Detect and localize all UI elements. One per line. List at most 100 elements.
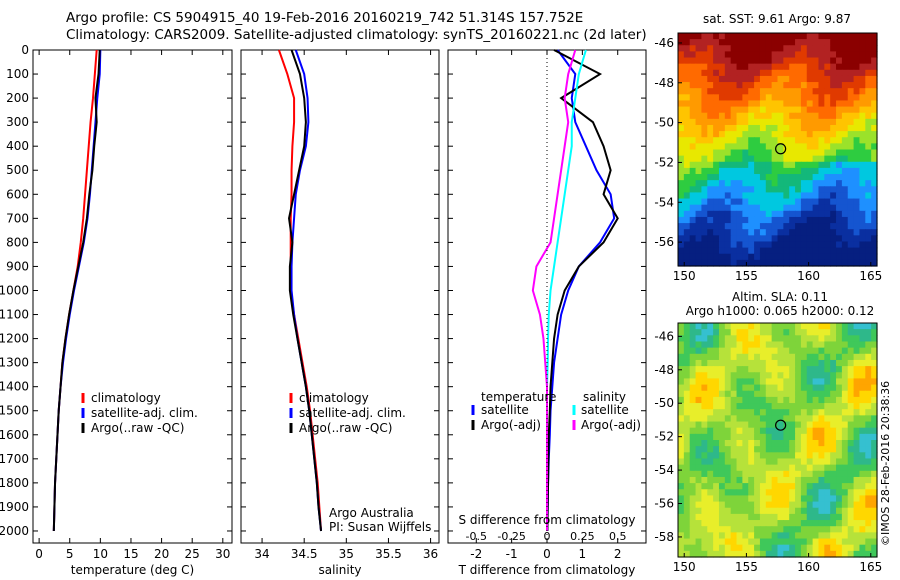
temperature-xtick-label: 15 xyxy=(123,547,138,561)
sst-map-ytick-label: -54 xyxy=(654,195,674,209)
difference-series-satellite xyxy=(546,49,616,531)
difference-xtick-label: -2 xyxy=(470,547,482,561)
sst-map-argo-marker xyxy=(775,143,787,155)
sla-map-frame xyxy=(677,322,878,558)
difference-series-satellite xyxy=(546,49,587,531)
difference-xtick-label: 1 xyxy=(579,547,587,561)
sla-map-ytick-label: -54 xyxy=(654,463,674,477)
diff-xtick-s-label: 0.5 xyxy=(609,530,627,543)
temperature-xlabel: temperature (deg C) xyxy=(71,563,194,577)
depth-tick-label: 600 xyxy=(6,187,29,201)
difference-series-argoadj xyxy=(546,49,619,531)
depth-tick-label: 500 xyxy=(6,163,29,177)
temperature-xtick-label: 25 xyxy=(185,547,200,561)
sla-map-ytick-label: -56 xyxy=(654,497,674,511)
depth-tick-label: 1300 xyxy=(0,356,29,370)
header-line-1: Argo profile: CS 5904915_40 19-Feb-2016 … xyxy=(66,10,584,26)
depth-tick-label: 700 xyxy=(6,211,29,225)
sst-map-ytick-label: -50 xyxy=(654,116,674,130)
temperature-series-climatology xyxy=(52,49,98,532)
legend-temperature-title: temperature xyxy=(481,390,556,404)
sst-map-xtick-label: 165 xyxy=(859,269,882,283)
annotation-pi: PI: Susan Wijffels xyxy=(329,520,431,534)
salinity-xtick-label: 35 xyxy=(339,547,354,561)
sst-map-xtick-label: 155 xyxy=(735,269,758,283)
temperature-legend-label: satellite-adj. clim. xyxy=(91,406,198,420)
salinity-series-argorawqc xyxy=(288,49,323,532)
depth-tick-label: 1000 xyxy=(0,283,29,297)
temperature-xtick-label: 5 xyxy=(66,547,74,561)
temperature-legend-label: climatology xyxy=(91,391,161,405)
depth-tick-label: 900 xyxy=(6,259,29,273)
legend-s-label: satellite xyxy=(581,403,629,417)
sst-map-ytick-label: -56 xyxy=(654,235,674,249)
difference-xtick-label: 2 xyxy=(614,547,622,561)
sla-map-argo-marker xyxy=(775,419,787,431)
depth-tick-label: 100 xyxy=(6,67,29,81)
salinity-xtick-label: 34.5 xyxy=(291,547,318,561)
salinity-legend-label: climatology xyxy=(299,391,369,405)
depth-tick-label: 1600 xyxy=(0,428,29,442)
sla-map-xtick-label: 160 xyxy=(797,560,820,574)
salinity-xtick-label: 35.5 xyxy=(375,547,402,561)
temperature-series-argorawqc xyxy=(52,49,101,532)
temperature-xtick-label: 10 xyxy=(93,547,108,561)
depth-tick-label: 1900 xyxy=(0,500,29,514)
temperature-xtick-label: 0 xyxy=(35,547,43,561)
sst-map-ytick-label: -46 xyxy=(654,36,674,50)
temperature-frame xyxy=(32,49,233,544)
sla-map-xtick-label: 150 xyxy=(673,560,696,574)
difference-xlabel: T difference from climatology xyxy=(458,563,636,577)
sst-map xyxy=(678,33,878,267)
diff-xlabel-top: S difference from climatology xyxy=(459,513,636,527)
depth-tick-label: 1200 xyxy=(0,332,29,346)
legend-s-label: Argo(-adj) xyxy=(581,418,641,432)
sla-map-subtitle: Argo h1000: 0.065 h2000: 0.12 xyxy=(686,304,875,318)
sst-map-title: sat. SST: 9.61 Argo: 9.87 xyxy=(703,12,851,26)
header-line-2: Climatology: CARS2009. Satellite-adjuste… xyxy=(66,27,647,43)
sla-map-xtick-label: 165 xyxy=(859,560,882,574)
salinity-legend-label: Argo(..raw -QC) xyxy=(299,421,392,435)
diff-xtick-s-label: -0.5 xyxy=(466,530,487,543)
legend-salinity-title: salinity xyxy=(583,390,626,404)
depth-tick-label: 1400 xyxy=(0,380,29,394)
salinity-frame xyxy=(240,49,440,544)
depth-tick-label: 1100 xyxy=(0,308,29,322)
sla-map-ytick-label: -58 xyxy=(654,530,674,544)
depth-tick-label: 400 xyxy=(6,139,29,153)
salinity-xtick-label: 36 xyxy=(423,547,438,561)
sla-map-ytick-label: -46 xyxy=(654,329,674,343)
salinity-xtick-label: 34 xyxy=(254,547,269,561)
depth-tick-label: 0 xyxy=(21,43,29,57)
legend-t-label: satellite xyxy=(481,403,529,417)
sst-map-ytick-label: -48 xyxy=(654,76,674,90)
sla-map-ytick-label: -52 xyxy=(654,430,674,444)
temperature-legend-label: Argo(..raw -QC) xyxy=(91,421,184,435)
difference-xtick-label: 0 xyxy=(543,547,551,561)
sla-map-xtick-label: 155 xyxy=(735,560,758,574)
temperature-xtick-label: 30 xyxy=(215,547,230,561)
diff-xtick-s-label: 0.25 xyxy=(570,530,595,543)
sla-map-ytick-label: -48 xyxy=(654,363,674,377)
legend-t-label: Argo(-adj) xyxy=(481,418,541,432)
temperature-series-satelliteadjclim xyxy=(52,49,102,532)
diff-xtick-s-label: -0.25 xyxy=(497,530,525,543)
sst-map-xtick-label: 150 xyxy=(673,269,696,283)
sla-map xyxy=(678,323,878,558)
temperature-xtick-label: 20 xyxy=(154,547,169,561)
sla-map-title: Altim. SLA: 0.11 xyxy=(732,290,828,304)
depth-tick-label: 300 xyxy=(6,115,29,129)
difference-xtick-label: -1 xyxy=(506,547,518,561)
sst-map-xtick-label: 160 xyxy=(797,269,820,283)
sst-map-frame xyxy=(677,32,878,267)
salinity-xlabel: salinity xyxy=(318,563,361,577)
depth-tick-label: 2000 xyxy=(0,524,29,538)
depth-tick-label: 1700 xyxy=(0,452,29,466)
depth-tick-label: 1500 xyxy=(0,404,29,418)
diff-xtick-s-label: 0 xyxy=(544,530,551,543)
salinity-legend-label: satellite-adj. clim. xyxy=(299,406,406,420)
sla-map-ytick-label: -50 xyxy=(654,396,674,410)
sst-map-ytick-label: -52 xyxy=(654,155,674,169)
depth-tick-label: 1800 xyxy=(0,476,29,490)
